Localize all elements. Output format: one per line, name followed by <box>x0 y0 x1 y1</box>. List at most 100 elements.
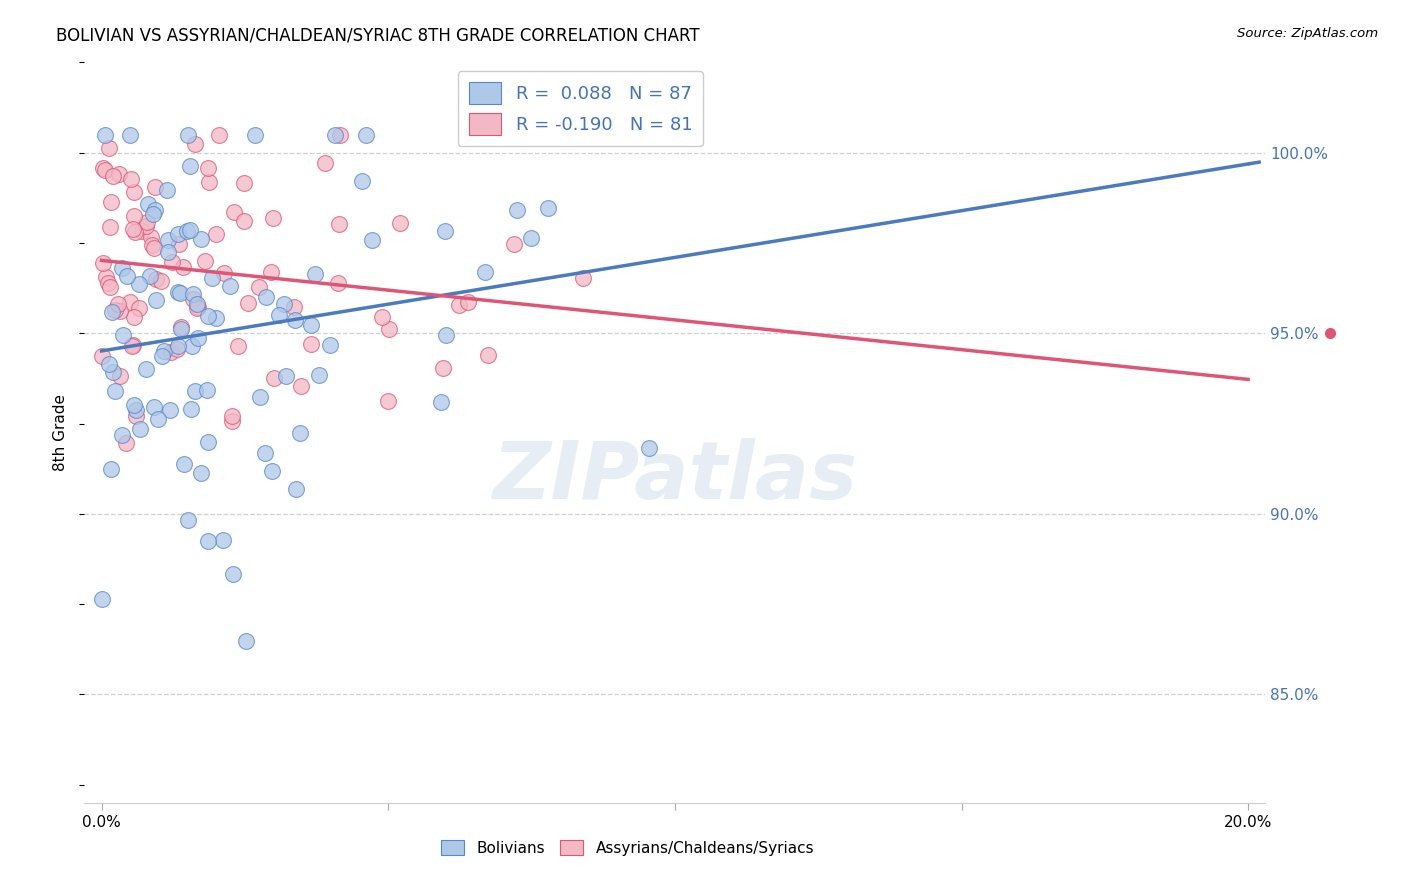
Point <box>90 349 112 363</box>
Point <box>124 398 146 412</box>
Point <box>197 161 219 175</box>
Point <box>118 294 141 309</box>
Point <box>142 206 165 220</box>
Point <box>520 231 543 245</box>
Point <box>157 233 180 247</box>
Point <box>290 379 312 393</box>
Point <box>115 435 138 450</box>
Point <box>262 464 284 478</box>
Text: Source: ZipAtlas.com: Source: ZipAtlas.com <box>1237 27 1378 40</box>
Point <box>122 185 145 199</box>
Point <box>226 339 249 353</box>
Point <box>108 368 131 383</box>
Point <box>90 592 112 607</box>
Point <box>142 241 165 255</box>
Point <box>204 310 226 325</box>
Point <box>120 172 142 186</box>
Point <box>156 245 179 260</box>
Point <box>301 337 323 351</box>
Point <box>94 163 117 178</box>
Point <box>103 169 125 184</box>
Point <box>179 223 201 237</box>
Point <box>354 128 377 142</box>
Point <box>181 286 204 301</box>
Point <box>263 371 285 385</box>
Point <box>198 175 221 189</box>
Point <box>377 393 399 408</box>
Point <box>212 533 235 547</box>
Point <box>121 339 143 353</box>
Point <box>194 253 217 268</box>
Point <box>434 225 457 239</box>
Point <box>143 400 166 414</box>
Point <box>167 285 190 299</box>
Point <box>94 128 117 142</box>
Point <box>173 457 195 471</box>
Point <box>101 305 124 319</box>
Point <box>177 128 200 142</box>
Point <box>197 383 219 397</box>
Point <box>304 267 326 281</box>
Point <box>323 128 346 142</box>
Point <box>267 308 290 322</box>
Point <box>143 203 166 218</box>
Legend: Bolivians, Assyrians/Chaldeans/Syriacs: Bolivians, Assyrians/Chaldeans/Syriacs <box>434 834 820 862</box>
Point <box>167 227 190 241</box>
Point <box>219 279 242 293</box>
Point <box>179 159 201 173</box>
Point <box>536 202 558 216</box>
Point <box>474 265 496 279</box>
Point <box>111 428 134 442</box>
Point <box>145 271 167 285</box>
Point <box>430 395 453 409</box>
Point <box>233 176 256 190</box>
Point <box>117 269 139 284</box>
Point <box>283 301 305 315</box>
Point <box>129 422 152 436</box>
Point <box>187 331 209 345</box>
Point <box>273 296 295 310</box>
Point <box>167 237 190 252</box>
Point <box>124 409 146 423</box>
Point <box>125 403 148 417</box>
Point <box>224 205 246 219</box>
Point <box>290 425 312 440</box>
Point <box>146 412 169 426</box>
Point <box>434 327 457 342</box>
Point <box>169 285 191 300</box>
Point <box>153 343 176 358</box>
Point <box>135 219 157 233</box>
Point <box>139 269 162 284</box>
Point <box>314 155 336 169</box>
Point <box>318 338 340 352</box>
Point <box>121 337 143 351</box>
Point <box>186 297 208 311</box>
Point <box>91 161 114 176</box>
Point <box>160 255 183 269</box>
Point <box>201 271 224 285</box>
Point <box>571 128 593 142</box>
Point <box>238 296 260 310</box>
Point <box>299 318 322 333</box>
Point <box>170 320 193 334</box>
Point <box>120 128 142 142</box>
Point <box>143 180 166 194</box>
Point <box>122 310 145 324</box>
Point <box>197 534 219 549</box>
Point <box>100 195 122 210</box>
Text: BOLIVIAN VS ASSYRIAN/CHALDEAN/SYRIAC 8TH GRADE CORRELATION CHART: BOLIVIAN VS ASSYRIAN/CHALDEAN/SYRIAC 8TH… <box>56 27 700 45</box>
Point <box>135 215 157 229</box>
Point <box>262 211 284 225</box>
Y-axis label: 8th Grade: 8th Grade <box>53 394 69 471</box>
Point <box>221 414 243 428</box>
Point <box>243 128 266 142</box>
Point <box>352 174 374 188</box>
Point <box>249 390 271 404</box>
Point <box>186 301 208 315</box>
Point <box>94 269 117 284</box>
Point <box>284 313 307 327</box>
Point <box>176 224 198 238</box>
Point <box>637 442 659 456</box>
Point <box>177 513 200 527</box>
Point <box>260 265 283 279</box>
